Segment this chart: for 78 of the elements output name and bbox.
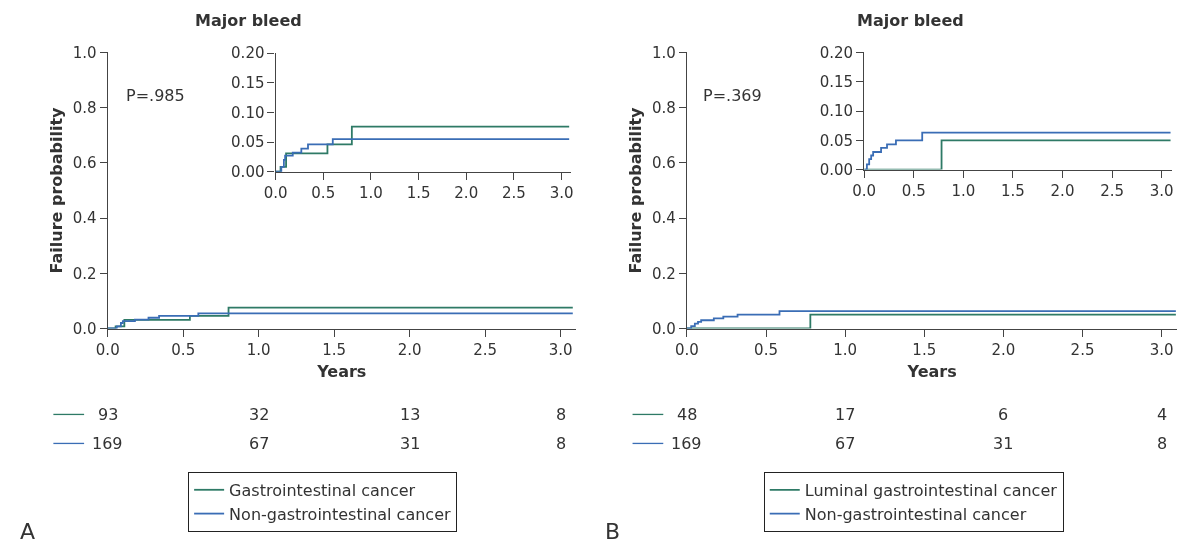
y-tick-label: 0.20 xyxy=(231,44,265,63)
x-tick-label: 0.5 xyxy=(901,181,926,200)
x-tick-label: 1.5 xyxy=(912,340,937,359)
legend-label: Luminal gastrointestinal cancer xyxy=(804,481,1058,501)
y-tick-label: 0.0 xyxy=(72,319,97,338)
text: 67 xyxy=(249,434,270,453)
y-tick-label: 0.6 xyxy=(72,154,97,173)
x-tick-label: 3.0 xyxy=(1149,181,1174,200)
x-tick-label: 3.0 xyxy=(548,340,573,359)
x-tick-label: 0.0 xyxy=(95,340,120,359)
x-tick-label: 2.5 xyxy=(501,183,526,202)
x-tick-label: 3.0 xyxy=(1149,340,1174,359)
chart-title: Major bleed xyxy=(195,11,302,30)
y-tick-label: 0.00 xyxy=(231,162,265,181)
y-tick-label: 0.4 xyxy=(651,209,676,228)
x-tick-label: 2.0 xyxy=(454,183,479,202)
x-tick-label: 1.0 xyxy=(951,181,976,200)
chart-title: Major bleed xyxy=(857,11,964,30)
legend-label: Non-gastrointestinal cancer xyxy=(804,504,1027,524)
text: 169 xyxy=(671,434,702,453)
legend-label: Non-gastrointestinal cancer xyxy=(229,504,451,524)
y-tick-label: 0.4 xyxy=(72,209,97,228)
x-tick-label: 0.0 xyxy=(852,181,877,200)
annotation: P=.369 xyxy=(703,86,762,105)
x-tick-label: 1.5 xyxy=(1000,181,1025,200)
x-tick-label: 2.5 xyxy=(473,340,498,359)
text: 4 xyxy=(1157,405,1168,424)
y-tick-label: 0.05 xyxy=(819,131,854,150)
x-tick-label: 2.5 xyxy=(1100,181,1124,200)
y-tick-label: 0.8 xyxy=(72,98,97,117)
text: A xyxy=(20,519,36,544)
y-tick-label: 0.2 xyxy=(72,264,97,283)
x-tick-label: 0.0 xyxy=(263,183,288,202)
y-tick-label: 1.0 xyxy=(72,43,97,62)
x-tick-label: 3.0 xyxy=(549,183,574,202)
y-tick-label: 0.10 xyxy=(819,102,854,121)
y-tick-label: 0.15 xyxy=(231,73,265,92)
x-tick-label: 0.5 xyxy=(311,183,336,202)
y-tick-label: 0.2 xyxy=(651,264,676,283)
text: 48 xyxy=(677,405,698,424)
x-tick-label: 2.0 xyxy=(991,340,1016,359)
text: 93 xyxy=(98,405,119,424)
text: 17 xyxy=(835,405,856,424)
text: 6 xyxy=(998,405,1009,424)
y-tick-label: 0.20 xyxy=(819,43,854,62)
x-tick-label: 2.0 xyxy=(397,340,422,359)
text: 31 xyxy=(993,434,1014,453)
x-tick-label: 2.5 xyxy=(1070,340,1095,359)
text: 32 xyxy=(249,405,270,424)
text: 8 xyxy=(556,434,567,453)
y-tick-label: 0.8 xyxy=(651,98,676,117)
y-tick-label: 0.05 xyxy=(231,133,265,152)
text: 67 xyxy=(835,434,856,453)
x-axis-title: Years xyxy=(906,362,957,382)
y-tick-label: 0.00 xyxy=(819,160,854,179)
text: 169 xyxy=(92,434,123,453)
x-axis-title: Years xyxy=(316,362,367,382)
x-tick-label: 2.0 xyxy=(1050,181,1075,200)
text: 31 xyxy=(400,434,421,453)
y-tick-label: 1.0 xyxy=(651,43,676,62)
text: B xyxy=(605,519,621,544)
y-tick-label: 0.6 xyxy=(651,154,676,173)
y-tick-label: 0.0 xyxy=(651,319,676,338)
y-tick-label: 0.15 xyxy=(819,73,854,92)
x-tick-label: 1.0 xyxy=(358,183,383,202)
y-tick-label: 0.10 xyxy=(231,103,265,122)
y-axis-title: Failure probability xyxy=(46,106,66,274)
x-tick-label: 0.5 xyxy=(171,340,196,359)
text: 13 xyxy=(400,405,421,424)
x-tick-label: 0.5 xyxy=(754,340,778,359)
x-tick-label: 0.0 xyxy=(674,340,699,359)
text: 8 xyxy=(1157,434,1168,453)
text: 8 xyxy=(556,405,567,424)
annotation: P=.985 xyxy=(126,86,185,105)
x-tick-label: 1.5 xyxy=(322,340,347,359)
legend-label: Gastrointestinal cancer xyxy=(229,481,416,501)
y-axis-title: Failure probability xyxy=(625,106,645,274)
x-tick-label: 1.5 xyxy=(406,183,431,202)
